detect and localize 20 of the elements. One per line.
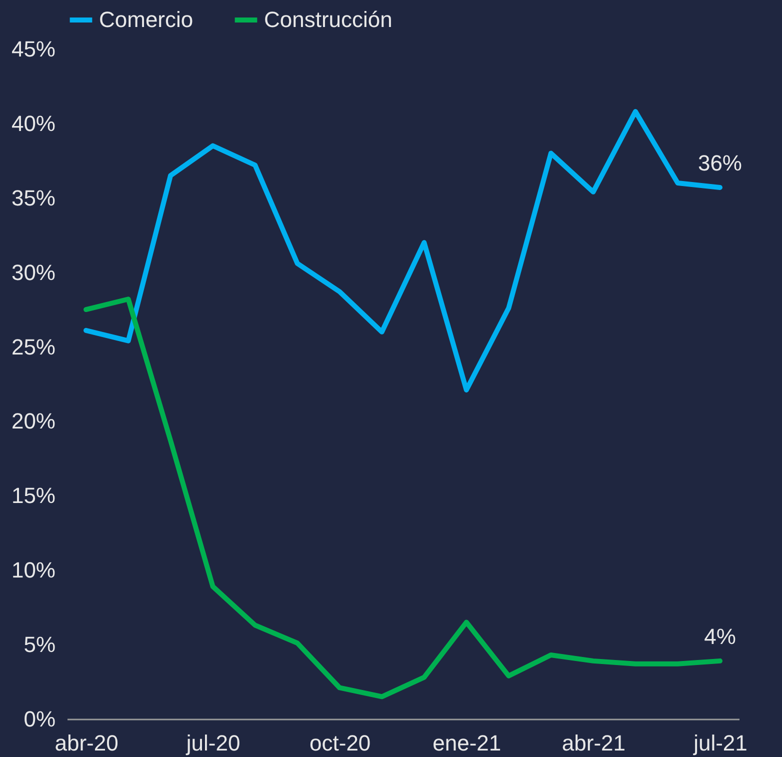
- y-tick-label: 15%: [11, 483, 56, 508]
- x-tick-label: ene-21: [432, 730, 502, 756]
- y-tick-label: 10%: [11, 558, 56, 583]
- legend-label: Construcción: [264, 7, 392, 32]
- y-tick-label: 30%: [11, 260, 56, 285]
- data-label: 4%: [704, 624, 736, 649]
- y-tick-label: 5%: [24, 632, 56, 658]
- y-tick-label: 45%: [11, 36, 56, 62]
- data-label: 36%: [698, 150, 742, 176]
- y-tick-label: 0%: [24, 706, 56, 732]
- x-tick-label: abr-20: [54, 730, 118, 756]
- y-tick-label: 20%: [11, 408, 56, 434]
- x-tick-label: jul-21: [692, 730, 748, 756]
- legend-label: Comercio: [99, 7, 194, 32]
- x-tick-label: oct-20: [310, 730, 371, 756]
- y-tick-label: 25%: [11, 334, 56, 360]
- y-tick-label: 40%: [11, 110, 56, 136]
- y-tick-label: 35%: [11, 185, 56, 210]
- x-tick-label: jul-20: [185, 730, 240, 756]
- x-tick-label: abr-21: [562, 730, 626, 756]
